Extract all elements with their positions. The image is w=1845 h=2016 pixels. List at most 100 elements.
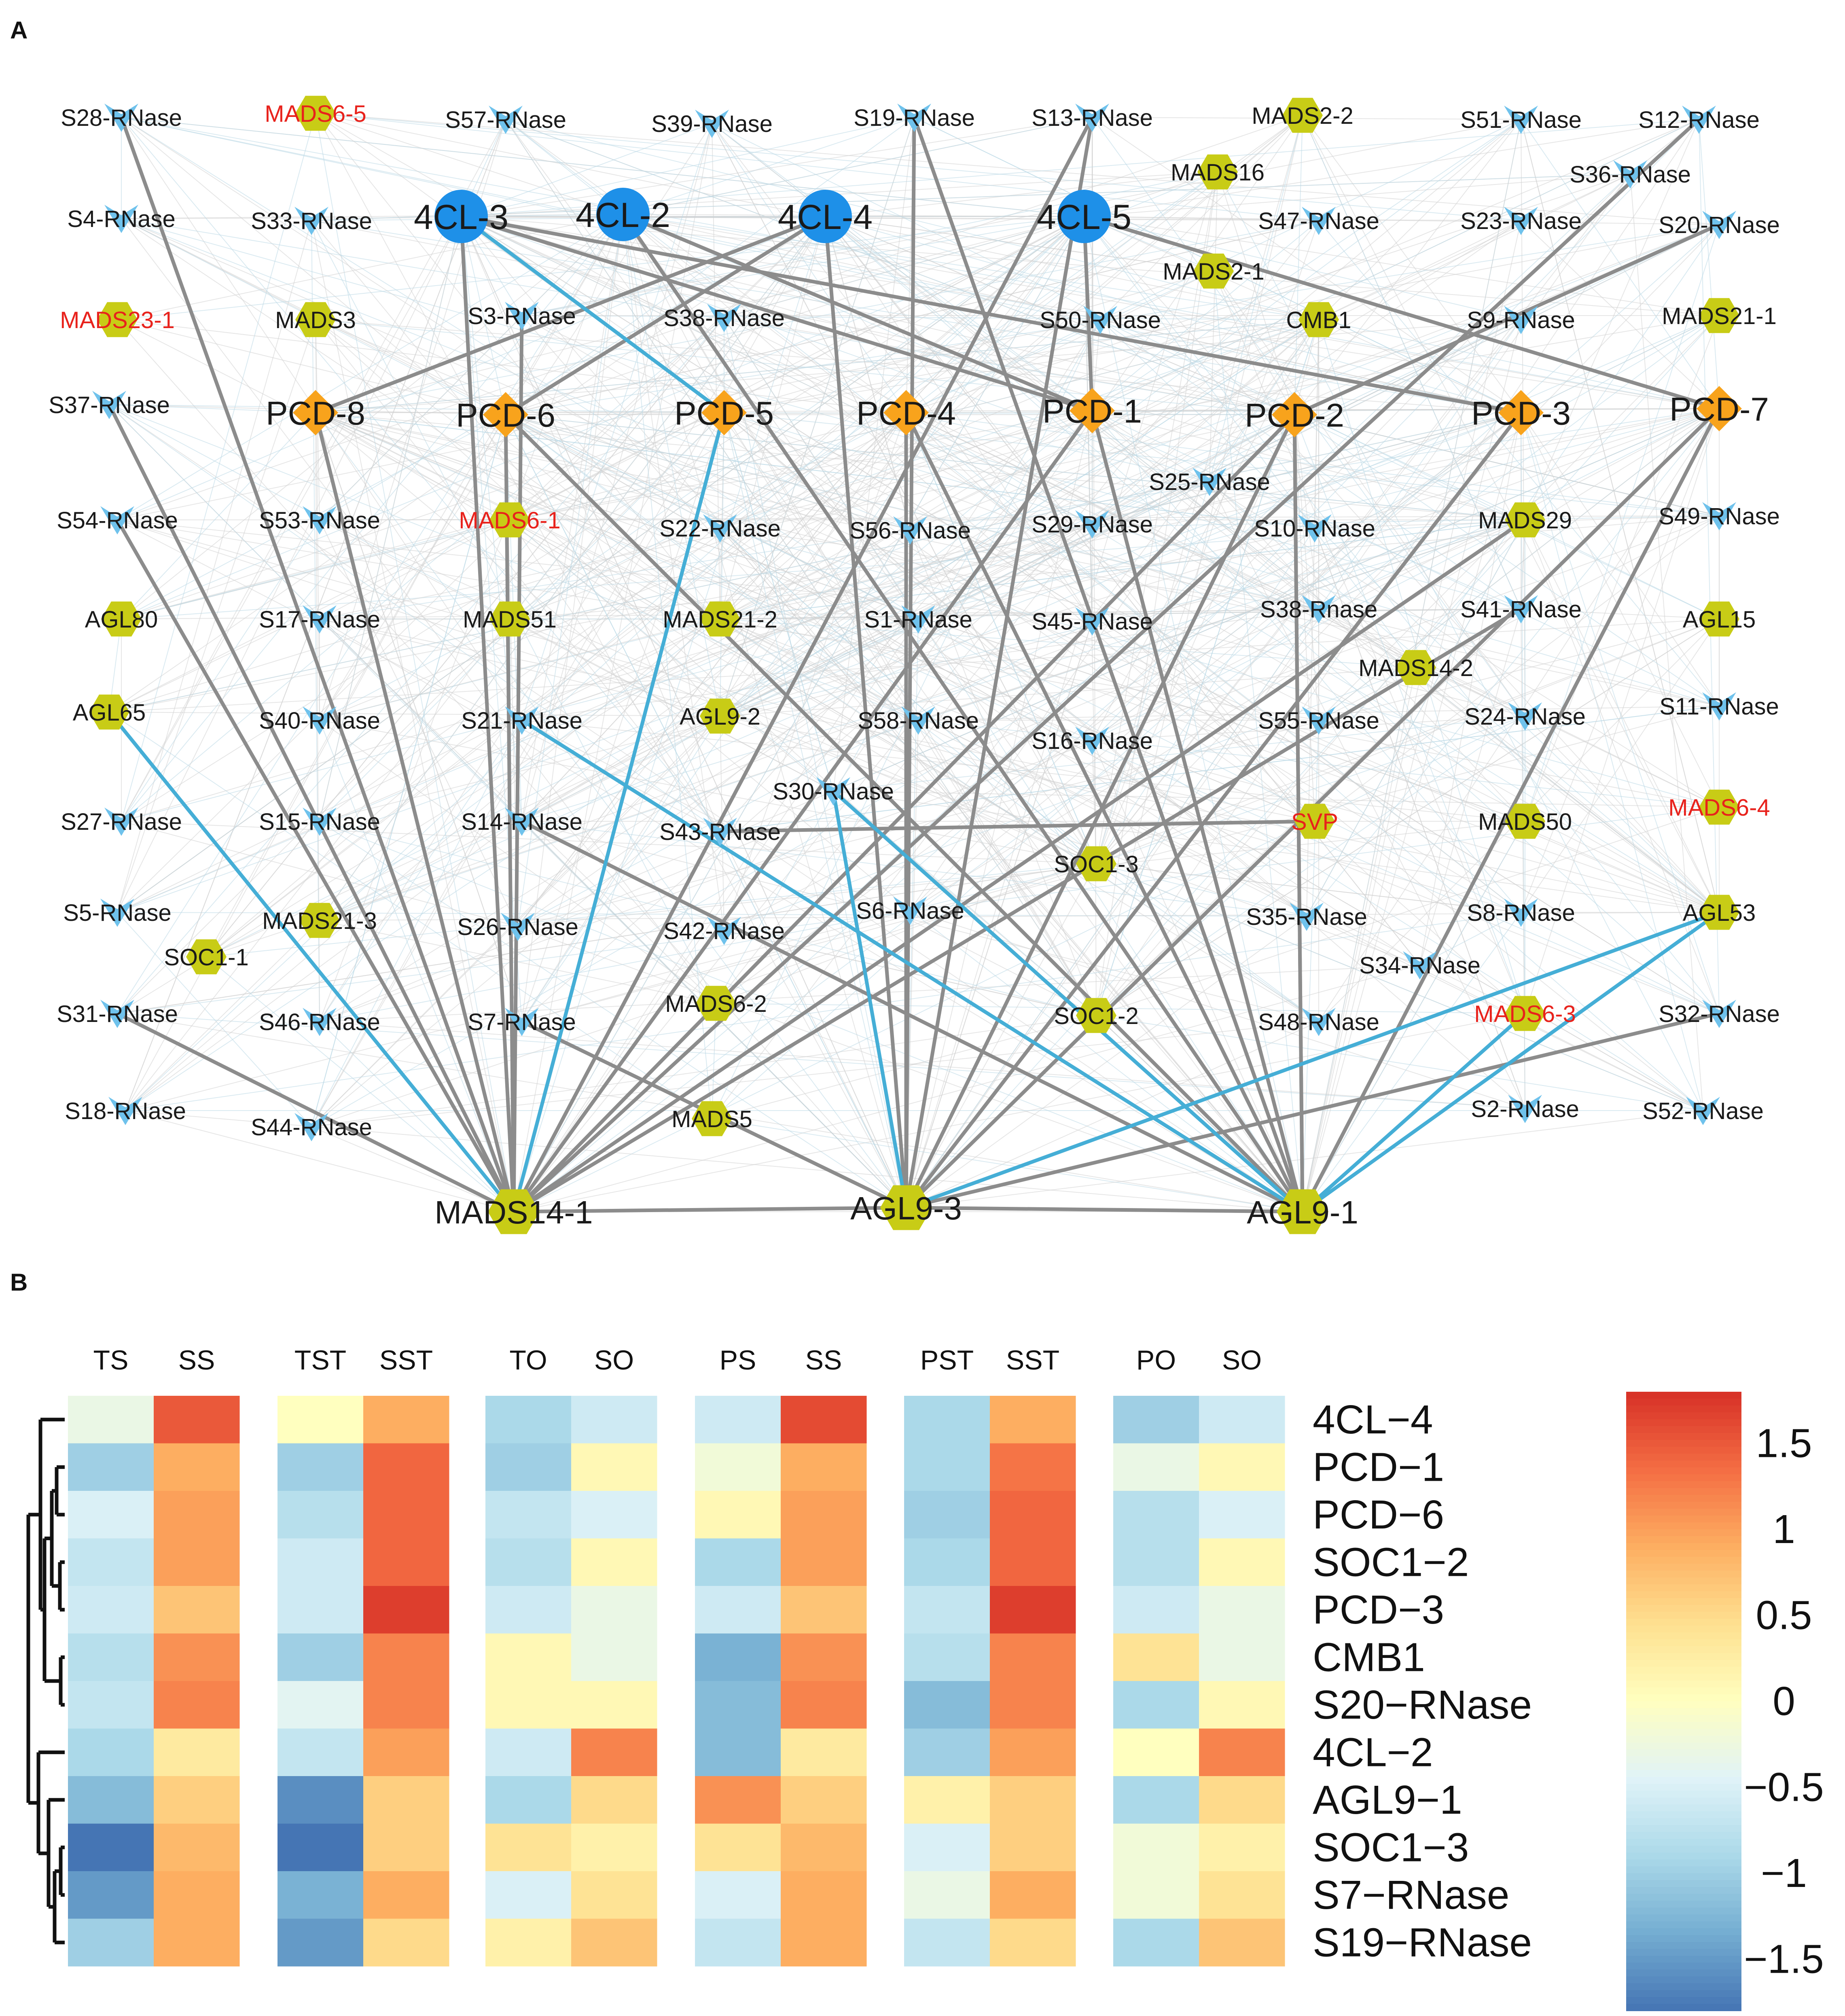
node-s2-rnase[interactable]: S2-RNase [1471, 1095, 1579, 1123]
node-mads14-2[interactable]: MADS14-2 [1358, 650, 1473, 685]
node-s25-rnase[interactable]: S25-RNase [1149, 468, 1270, 496]
node-s30-rnase[interactable]: S30-RNase [773, 777, 894, 806]
node-mads6-5[interactable]: MADS6-5 [265, 95, 366, 131]
node-s28-rnase[interactable]: S28-RNase [61, 104, 182, 132]
node-4cl-4[interactable]: 4CL-4 [778, 190, 873, 243]
node-s52-rnase[interactable]: S52-RNase [1642, 1097, 1764, 1125]
node-4cl-2[interactable]: 4CL-2 [576, 188, 670, 241]
node-soc1-1[interactable]: SOC1-1 [164, 939, 249, 975]
node-s8-rnase[interactable]: S8-RNase [1467, 899, 1575, 927]
node-s31-rnase[interactable]: S31-RNase [57, 1000, 178, 1028]
node-pcd-6[interactable]: PCD-6 [456, 392, 555, 437]
node-s20-rnase[interactable]: S20-RNase [1659, 211, 1780, 239]
node-pcd-8[interactable]: PCD-8 [266, 390, 365, 435]
node-agl9-2[interactable]: AGL9-2 [680, 698, 760, 734]
node-mads6-4[interactable]: MADS6-4 [1668, 789, 1770, 825]
node-cmb1[interactable]: CMB1 [1286, 302, 1351, 337]
node-s38-rnase[interactable]: S38-Rnase [1260, 595, 1377, 623]
node-agl80[interactable]: AGL80 [85, 601, 158, 637]
node-4cl-3[interactable]: 4CL-3 [414, 190, 508, 243]
node-s40-rnase[interactable]: S40-RNase [259, 706, 380, 735]
node-s47-rnase[interactable]: S47-RNase [1258, 207, 1379, 235]
node-s22-rnase[interactable]: S22-RNase [659, 514, 781, 543]
node-s50-rnase[interactable]: S50-RNase [1040, 306, 1161, 334]
node-pcd-1[interactable]: PCD-1 [1042, 388, 1142, 433]
node-mads5[interactable]: MADS5 [671, 1101, 752, 1136]
node-s41-rnase[interactable]: S41-RNase [1460, 595, 1582, 623]
node-s16-rnase[interactable]: S16-RNase [1032, 727, 1153, 755]
node-mads21-2[interactable]: MADS21-2 [663, 601, 777, 637]
node-mads6-2[interactable]: MADS6-2 [665, 986, 767, 1021]
node-pcd-3[interactable]: PCD-3 [1471, 390, 1571, 435]
node-agl15[interactable]: AGL15 [1683, 601, 1756, 637]
node-pcd-2[interactable]: PCD-2 [1245, 392, 1344, 437]
node-s3-rnase[interactable]: S3-RNase [468, 302, 576, 330]
node-svp[interactable]: SVP [1291, 803, 1338, 839]
node-s35-rnase[interactable]: S35-RNase [1246, 903, 1367, 931]
node-s4-rnase[interactable]: S4-RNase [67, 205, 176, 233]
node-s54-rnase[interactable]: S54-RNase [57, 506, 178, 534]
node-s18-rnase[interactable]: S18-RNase [65, 1097, 186, 1125]
node-s51-rnase[interactable]: S51-RNase [1460, 106, 1582, 134]
node-s46-rnase[interactable]: S46-RNase [259, 1008, 380, 1036]
node-s1-rnase[interactable]: S1-RNase [864, 605, 972, 634]
node-s24-rnase[interactable]: S24-RNase [1464, 702, 1586, 731]
node-mads29[interactable]: MADS29 [1478, 502, 1572, 538]
node-agl9-3[interactable]: AGL9-3 [850, 1185, 962, 1230]
node-pcd-4[interactable]: PCD-4 [856, 390, 956, 435]
node-s12-rnase[interactable]: S12-RNase [1638, 106, 1760, 134]
node-mads21-1[interactable]: MADS21-1 [1662, 298, 1777, 333]
node-s17-rnase[interactable]: S17-RNase [259, 605, 380, 634]
node-mads51[interactable]: MADS51 [463, 601, 557, 637]
node-s9-rnase[interactable]: S9-RNase [1467, 306, 1575, 334]
node-s5-rnase[interactable]: S5-RNase [63, 899, 172, 927]
node-s44-rnase[interactable]: S44-RNase [251, 1113, 372, 1141]
node-mads6-3[interactable]: MADS6-3 [1474, 996, 1576, 1031]
node-s48-rnase[interactable]: S48-RNase [1258, 1008, 1379, 1036]
node-s27-rnase[interactable]: S27-RNase [61, 808, 182, 836]
node-mads6-1[interactable]: MADS6-1 [459, 502, 561, 538]
node-s37-rnase[interactable]: S37-RNase [49, 391, 170, 419]
node-s36-rnase[interactable]: S36-RNase [1570, 160, 1691, 189]
node-s39-rnase[interactable]: S39-RNase [651, 110, 773, 138]
node-s13-rnase[interactable]: S13-RNase [1032, 104, 1153, 132]
node-4cl-5[interactable]: 4CL-5 [1037, 190, 1131, 243]
node-agl65[interactable]: AGL65 [73, 694, 146, 730]
node-mads2-2[interactable]: MADS2-2 [1252, 98, 1354, 133]
node-s7-rnase[interactable]: S7-RNase [468, 1008, 576, 1036]
node-s29-rnase[interactable]: S29-RNase [1032, 510, 1153, 538]
node-s45-rnase[interactable]: S45-RNase [1032, 607, 1153, 636]
node-s53-rnase[interactable]: S53-RNase [259, 506, 380, 534]
node-agl53[interactable]: AGL53 [1683, 895, 1756, 930]
node-s33-rnase[interactable]: S33-RNase [251, 207, 372, 235]
node-pcd-7[interactable]: PCD-7 [1669, 386, 1769, 431]
node-s11-rnase[interactable]: S11-RNase [1659, 692, 1779, 721]
node-s21-rnase[interactable]: S21-RNase [461, 706, 583, 735]
node-mads3[interactable]: MADS3 [275, 302, 356, 337]
node-s56-rnase[interactable]: S56-RNase [849, 516, 971, 545]
node-agl9-1[interactable]: AGL9-1 [1247, 1189, 1358, 1234]
node-soc1-2[interactable]: SOC1-2 [1054, 998, 1139, 1033]
node-s6-rnase[interactable]: S6-RNase [856, 897, 964, 925]
node-mads2-1[interactable]: MADS2-1 [1163, 253, 1265, 289]
node-s32-rnase[interactable]: S32-RNase [1659, 1000, 1780, 1028]
node-mads50[interactable]: MADS50 [1478, 803, 1572, 839]
node-s49-rnase[interactable]: S49-RNase [1659, 502, 1780, 530]
node-s34-rnase[interactable]: S34-RNase [1359, 951, 1481, 979]
node-s19-rnase[interactable]: S19-RNase [854, 104, 975, 132]
node-s23-rnase[interactable]: S23-RNase [1460, 207, 1582, 235]
node-mads14-1[interactable]: MADS14-1 [434, 1189, 593, 1234]
node-s55-rnase[interactable]: S55-RNase [1258, 706, 1379, 735]
node-s42-rnase[interactable]: S42-RNase [663, 917, 785, 945]
node-s38-rnase[interactable]: S38-RNase [663, 304, 785, 332]
node-mads21-3[interactable]: MADS21-3 [262, 903, 377, 938]
node-s14-rnase[interactable]: S14-RNase [461, 808, 583, 836]
node-s43-rnase[interactable]: S43-RNase [659, 818, 781, 846]
node-pcd-5[interactable]: PCD-5 [674, 390, 774, 435]
node-s58-rnase[interactable]: S58-RNase [858, 706, 979, 735]
node-soc1-3[interactable]: SOC1-3 [1054, 846, 1139, 882]
node-s26-rnase[interactable]: S26-RNase [457, 913, 578, 941]
node-s57-rnase[interactable]: S57-RNase [445, 106, 566, 134]
node-s10-rnase[interactable]: S10-RNase [1254, 514, 1375, 543]
node-s15-rnase[interactable]: S15-RNase [259, 808, 380, 836]
